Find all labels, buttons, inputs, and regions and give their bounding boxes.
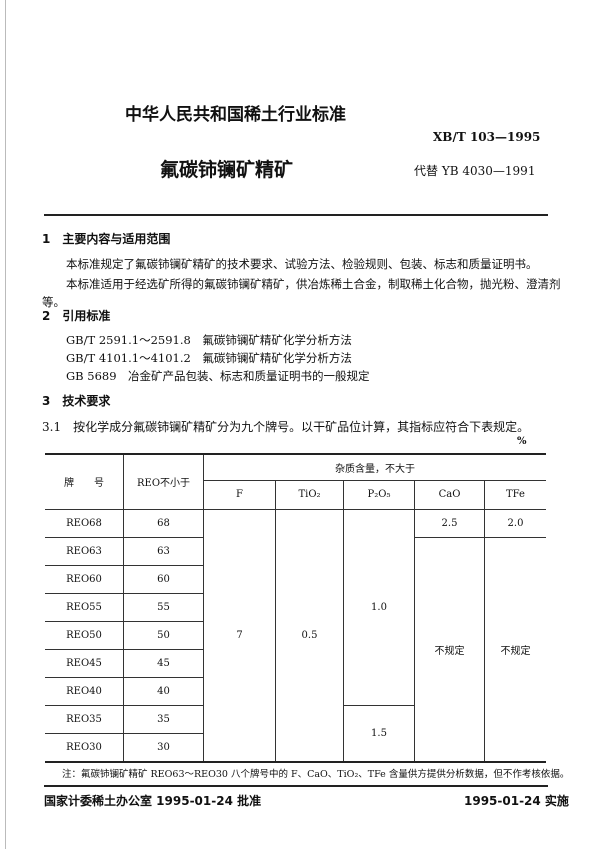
header-cao: CaO bbox=[414, 479, 485, 510]
grade-cell: REO40 bbox=[45, 676, 124, 706]
reo-cell: 30 bbox=[123, 732, 204, 762]
table-row: REO55 55 bbox=[45, 592, 546, 622]
reo-cell: 60 bbox=[123, 564, 204, 594]
header-f: F bbox=[203, 479, 276, 510]
section-1-heading: 1 主要内容与适用范围 bbox=[42, 232, 171, 246]
section-3-heading: 3 技术要求 bbox=[42, 394, 111, 408]
footer-rule bbox=[44, 785, 548, 787]
effective-line: 1995-01-24 实施 bbox=[464, 794, 569, 808]
grade-cell: REO45 bbox=[45, 648, 124, 678]
header-tfe: TFe bbox=[484, 479, 546, 510]
table-row: REO40 40 bbox=[45, 676, 546, 706]
reo-cell: 45 bbox=[123, 648, 204, 678]
header-reo: REO不小于 bbox=[123, 453, 204, 510]
table-note: 注：氟碳铈镧矿精矿 REO63～REO30 八个牌号中的 F、CaO、TiO₂、… bbox=[62, 769, 570, 780]
replaces-note: 代替 YB 4030—1991 bbox=[414, 164, 536, 178]
approval-line: 国家计委稀土办公室 1995-01-24 批准 bbox=[44, 794, 262, 808]
header-grade: 牌 号 bbox=[45, 453, 124, 510]
grade-spec-table: 牌 号 REO不小于 杂质含量，不大于 F TiO₂ P₂O₅ CaO TFe … bbox=[45, 453, 546, 763]
reo-cell: 68 bbox=[123, 508, 204, 538]
cao-cell: 2.5 bbox=[414, 508, 485, 538]
grade-cell: REO60 bbox=[45, 564, 124, 594]
grade-cell: REO68 bbox=[45, 508, 124, 538]
title-rule bbox=[44, 214, 548, 216]
header-impurity: 杂质含量，不大于 bbox=[203, 453, 546, 481]
reo-cell: 35 bbox=[123, 704, 204, 734]
reference-item: GB/T 2591.1～2591.8 氟碳铈镧矿精矿化学分析方法 bbox=[66, 333, 352, 347]
header-tio2: TiO₂ bbox=[275, 479, 344, 510]
reo-cell: 55 bbox=[123, 592, 204, 622]
table-row: REO68 68 7 0.5 1.0 2.5 2.0 bbox=[45, 508, 546, 762]
grade-cell: REO30 bbox=[45, 732, 124, 762]
section-1-para-1: 本标准规定了氟碳铈镧矿精矿的技术要求、试验方法、检验规则、包装、标志和质量证明书… bbox=[66, 257, 538, 271]
reference-item: GB 5689 冶金矿产品包装、标志和质量证明书的一般规定 bbox=[66, 369, 370, 383]
issuing-org: 中华人民共和国稀土行业标准 bbox=[125, 105, 346, 125]
tfe-cell: 2.0 bbox=[484, 508, 546, 538]
cao-cell: 不规定 bbox=[414, 536, 485, 762]
section-1-para-2: 本标准适用于经选矿所得的氟碳铈镧矿精矿，供冶炼稀土合金，制取稀土化合物，抛光粉、… bbox=[66, 277, 561, 291]
grade-cell: REO50 bbox=[45, 620, 124, 650]
standard-code: XB/T 103—1995 bbox=[433, 130, 541, 144]
reo-cell: 63 bbox=[123, 536, 204, 566]
grade-cell: REO35 bbox=[45, 704, 124, 734]
section-2-heading: 2 引用标准 bbox=[42, 309, 111, 323]
p2o5-cell: 1.0 bbox=[343, 508, 415, 706]
page-edge bbox=[5, 0, 6, 849]
grade-cell: REO55 bbox=[45, 592, 124, 622]
document-title: 氟碳铈镧矿精矿 bbox=[160, 159, 294, 181]
tio2-cell: 0.5 bbox=[275, 508, 344, 762]
header-p2o5: P₂O₅ bbox=[343, 479, 415, 510]
f-cell: 7 bbox=[203, 508, 276, 762]
clause-3-1: 3.1 按化学成分氟碳铈镧矿精矿分为九个牌号。以干矿品位计算，其指标应符合下表规… bbox=[42, 420, 530, 434]
reo-cell: 50 bbox=[123, 620, 204, 650]
table-row: REO30 30 bbox=[45, 732, 546, 762]
table-row: REO35 35 1.5 bbox=[45, 704, 546, 762]
p2o5-cell: 1.5 bbox=[343, 704, 415, 762]
reference-item: GB/T 4101.1～4101.2 氟碳铈镧矿精矿化学分析方法 bbox=[66, 351, 352, 365]
grade-cell: REO63 bbox=[45, 536, 124, 566]
reo-cell: 40 bbox=[123, 676, 204, 706]
table-row: REO63 63 不规定 不规定 bbox=[45, 536, 546, 762]
tfe-cell: 不规定 bbox=[484, 536, 546, 762]
section-1-para-2-cont: 等。 bbox=[42, 295, 65, 309]
unit-label: % bbox=[517, 436, 527, 447]
